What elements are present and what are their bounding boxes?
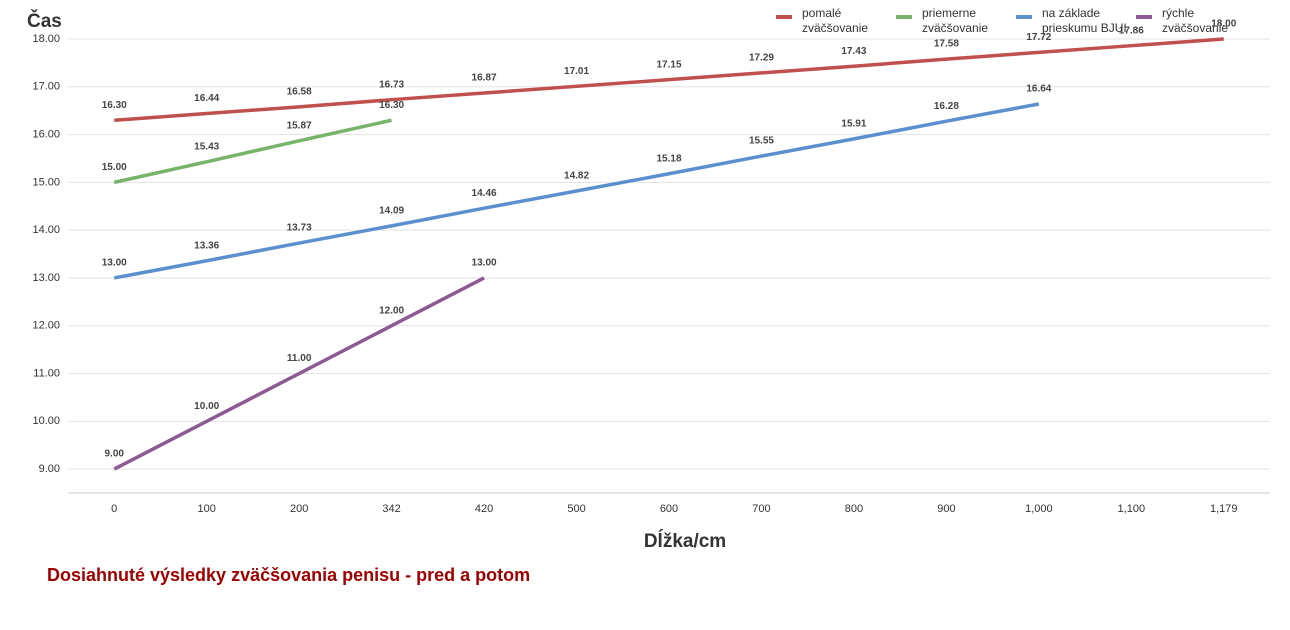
legend-label: pomalé zväčšovanie	[802, 6, 869, 35]
y-tick-label: 14.00	[32, 224, 60, 236]
x-axis-label: Dĺžka/cm	[644, 530, 726, 552]
x-tick-label: 420	[475, 503, 493, 515]
x-tick-label: 100	[198, 503, 216, 515]
x-tick-label: 900	[937, 503, 955, 515]
y-tick-label: 9.00	[39, 463, 60, 475]
data-label: 16.30	[379, 100, 404, 111]
x-tick-label: 342	[382, 503, 400, 515]
y-tick-label: 16.00	[32, 128, 60, 140]
data-label: 15.43	[194, 141, 219, 152]
data-label: 17.43	[841, 46, 866, 57]
caption: Dosiahnuté výsledky zväčšovania penisu -…	[47, 565, 530, 585]
legend-label: priemerne zväčšovanie	[922, 6, 989, 35]
y-tick-label: 15.00	[32, 176, 60, 188]
data-label: 13.00	[472, 258, 497, 269]
series-line	[114, 37, 1224, 122]
y-tick-label: 18.00	[32, 33, 60, 45]
legend-label: rýchle zväčšovanie	[1162, 6, 1229, 35]
x-tick-label: 200	[290, 503, 308, 515]
series-line	[113, 118, 392, 185]
data-label: 18.00	[1211, 19, 1236, 30]
x-tick-label: 1,179	[1210, 503, 1238, 515]
data-label: 14.09	[379, 205, 404, 216]
legend-item: pomalé zväčšovanie	[776, 6, 902, 36]
y-tick-label: 13.00	[32, 272, 60, 284]
y-axis-label: Čas	[27, 10, 62, 32]
data-label: 16.44	[194, 93, 219, 104]
data-label: 17.01	[564, 66, 589, 77]
series-line	[113, 276, 485, 471]
data-label: 17.15	[656, 59, 681, 70]
data-label: 14.46	[472, 188, 497, 199]
legend-swatch	[1136, 15, 1152, 19]
data-label: 15.18	[656, 153, 681, 164]
x-tick-label: 600	[660, 503, 678, 515]
y-tick-label: 10.00	[32, 415, 60, 427]
data-label: 15.00	[102, 162, 127, 173]
data-label: 16.30	[102, 100, 127, 111]
data-label: 16.58	[287, 87, 312, 98]
data-label: 13.00	[102, 258, 127, 269]
data-label: 14.82	[564, 171, 589, 182]
data-label: 15.55	[749, 136, 774, 147]
data-label: 16.73	[379, 79, 404, 90]
data-label: 13.73	[287, 223, 312, 234]
x-tick-label: 800	[845, 503, 863, 515]
legend-item: priemerne zväčšovanie	[896, 6, 1022, 36]
data-label: 10.00	[194, 401, 219, 412]
legend-swatch	[1016, 15, 1032, 19]
legend-swatch	[776, 15, 792, 19]
data-label: 16.64	[1026, 84, 1051, 95]
data-label: 15.87	[287, 120, 312, 131]
data-label: 17.58	[934, 39, 959, 50]
x-tick-label: 1,100	[1118, 503, 1146, 515]
series-line	[113, 102, 1040, 280]
y-tick-label: 12.00	[32, 320, 60, 332]
data-label: 17.86	[1119, 25, 1144, 36]
data-label: 16.87	[472, 73, 497, 84]
y-tick-label: 17.00	[32, 81, 60, 93]
y-tick-label: 11.00	[33, 367, 60, 379]
data-label: 11.00	[287, 353, 312, 364]
data-label: 15.91	[841, 119, 866, 130]
data-label: 9.00	[104, 449, 124, 460]
x-tick-label: 500	[567, 503, 585, 515]
data-label: 12.00	[379, 305, 404, 316]
data-label: 16.28	[934, 101, 959, 112]
data-label: 13.36	[194, 240, 219, 251]
legend-item: rýchle zväčšovanie	[1136, 6, 1262, 36]
data-label: 17.29	[749, 53, 774, 64]
x-tick-label: 700	[752, 503, 770, 515]
legend-swatch	[896, 15, 912, 19]
data-label: 17.72	[1026, 32, 1051, 43]
x-tick-label: 0	[111, 503, 117, 515]
x-tick-label: 1,000	[1025, 503, 1053, 515]
legend-item: na základe prieskumu BJUI	[1016, 6, 1142, 36]
legend-label: na základe prieskumu BJUI	[1042, 6, 1127, 35]
